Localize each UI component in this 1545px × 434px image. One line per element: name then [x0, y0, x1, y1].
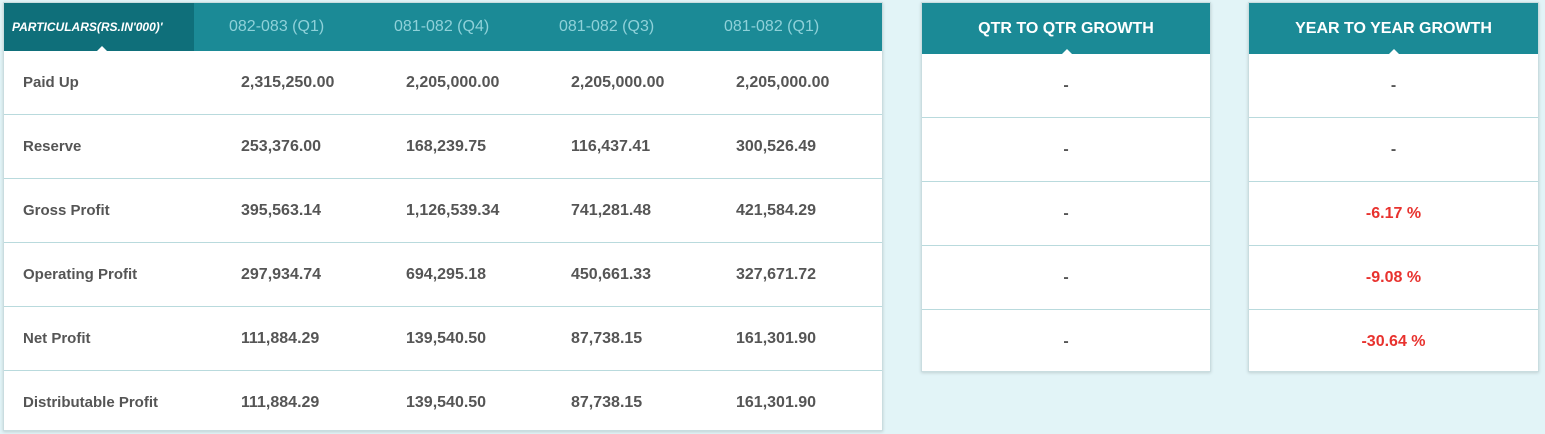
growth-cell-negative: -6.17 %	[1249, 182, 1538, 246]
row-label: Operating Profit	[23, 266, 138, 283]
cell-value: 253,376.00	[241, 138, 322, 155]
header-particulars[interactable]: PARTICULARS(RS.IN'000)'	[4, 3, 194, 51]
year-to-year-growth-panel: YEAR TO YEAR GROWTH - - -6.17 % -9.08 % …	[1248, 2, 1539, 372]
cell-value: 694,295.18	[406, 266, 487, 283]
header-notch	[1061, 49, 1073, 55]
cell-value: 161,301.90	[736, 394, 817, 411]
cell-value: 111,884.29	[241, 394, 320, 411]
table-row-distributable-profit: Distributable Profit 111,884.29 139,540.…	[4, 371, 882, 434]
header-notch	[1388, 49, 1400, 55]
growth-cell: -	[922, 246, 1210, 310]
growth-cell-negative: -30.64 %	[1361, 333, 1426, 350]
cell-value: 139,540.50	[406, 394, 487, 411]
cell-value: 327,671.72	[736, 266, 817, 283]
growth-cell: -	[922, 182, 1210, 246]
header-col-081-082-q1[interactable]: 081-082 (Q1)	[724, 18, 820, 35]
cell-value: 297,934.74	[241, 266, 322, 283]
cell-value: 421,584.29	[736, 202, 817, 219]
cell-value: 87,738.15	[571, 394, 643, 411]
cell-value: 395,563.14	[241, 202, 322, 219]
growth-cell: -	[1063, 333, 1069, 350]
growth-cell: -	[1249, 54, 1538, 118]
growth-cell: -	[922, 118, 1210, 182]
growth-cell: -	[1249, 118, 1538, 182]
growth-cell: -	[922, 54, 1210, 118]
cell-value: 741,281.48	[571, 202, 652, 219]
financial-table: PARTICULARS(RS.IN'000)' 082-083 (Q1) 081…	[3, 2, 883, 431]
header-col-081-082-q3[interactable]: 081-082 (Q3)	[559, 18, 655, 35]
cell-value: 2,205,000.00	[406, 74, 500, 91]
table-row-reserve: Reserve 253,376.00 168,239.75 116,437.41…	[4, 115, 882, 179]
header-col-081-082-q4[interactable]: 081-082 (Q4)	[394, 18, 490, 35]
cell-value: 168,239.75	[406, 138, 487, 155]
qtr-growth-title: QTR TO QTR GROWTH	[922, 3, 1210, 54]
cell-value: 2,315,250.00	[241, 74, 335, 91]
yoy-growth-title: YEAR TO YEAR GROWTH	[1249, 3, 1538, 54]
cell-value: 2,205,000.00	[736, 74, 830, 91]
cell-value: 1,126,539.34	[406, 202, 500, 219]
cell-value: 2,205,000.00	[571, 74, 665, 91]
row-label: Reserve	[23, 138, 82, 155]
cell-value: 87,738.15	[571, 330, 643, 347]
table-row-operating-profit: Operating Profit 297,934.74 694,295.18 4…	[4, 243, 882, 307]
cell-value: 116,437.41	[571, 138, 651, 155]
active-column-indicator	[96, 46, 108, 52]
table-row-gross-profit: Gross Profit 395,563.14 1,126,539.34 741…	[4, 179, 882, 243]
table-row-net-profit: Net Profit 111,884.29 139,540.50 87,738.…	[4, 307, 882, 371]
table-header: PARTICULARS(RS.IN'000)' 082-083 (Q1) 081…	[4, 3, 882, 52]
cell-value: 450,661.33	[571, 266, 652, 283]
cell-value: 161,301.90	[736, 330, 817, 347]
table-row-paid-up: Paid Up 2,315,250.00 2,205,000.00 2,205,…	[4, 51, 882, 115]
row-label: Net Profit	[23, 330, 91, 347]
qtr-to-qtr-growth-panel: QTR TO QTR GROWTH - - - - -	[921, 2, 1211, 372]
growth-cell-negative: -9.08 %	[1249, 246, 1538, 310]
row-label: Distributable Profit	[23, 394, 159, 411]
cell-value: 111,884.29	[241, 330, 320, 347]
row-label: Paid Up	[23, 74, 79, 91]
row-label: Gross Profit	[23, 202, 110, 219]
cell-value: 139,540.50	[406, 330, 487, 347]
header-col-082-083-q1[interactable]: 082-083 (Q1)	[229, 18, 325, 35]
cell-value: 300,526.49	[736, 138, 817, 155]
